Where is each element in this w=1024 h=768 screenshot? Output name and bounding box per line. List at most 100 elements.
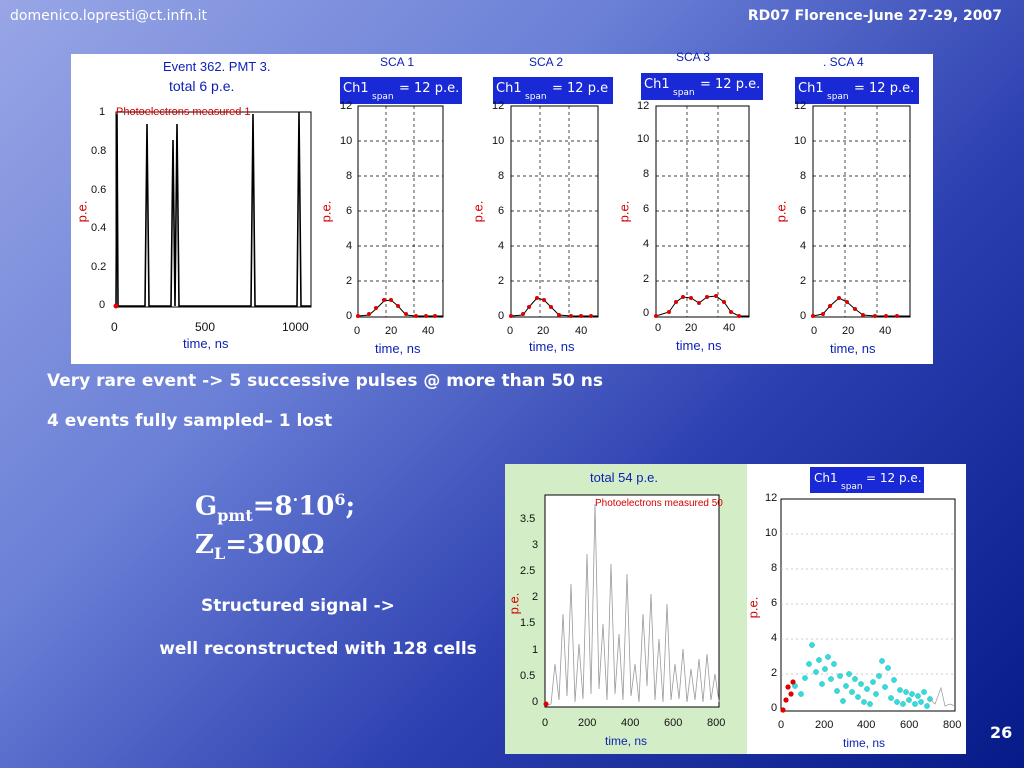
right-ytick: 8 [771,562,778,574]
sca1-ytick: 6 [346,205,353,217]
description-line-2: 4 events fully sampled– 1 lost [47,411,333,431]
sca2-ytick: 10 [492,135,505,147]
sca4-ytick: 2 [800,275,807,287]
bottom-xtick: 800 [707,717,726,729]
channel-badge: Ch1 span = 12 p.e. [640,72,764,101]
bottom-plots [543,464,966,754]
sca4-ylabel: p.e. [773,200,789,223]
bottom-xtick: 600 [664,717,683,729]
formula-g-value: =8 [252,491,293,522]
main-ytick: 0 [99,299,106,311]
right-ytick: 2 [771,667,778,679]
sca4-ytick: 10 [794,135,807,147]
sca1-xtick: 40 [422,325,435,337]
sca1-xtick: 0 [354,325,361,337]
sca3-ytick: 10 [637,133,650,145]
badge-sub: span [525,92,547,102]
sca4-xtick: 0 [811,325,818,337]
sca4-xtick: 40 [879,325,892,337]
sca2-ytick: 6 [498,205,505,217]
formula-exponent: 6 [334,490,346,509]
sca1-xtick: 20 [385,325,398,337]
sca-title: SCA 2 [529,55,564,69]
structured-signal-label: Structured signal -> [201,596,395,616]
bottom-figure: total 54 p.e. Photoelectrons measured 50… [505,464,966,754]
sca2-ytick: 4 [498,240,505,252]
impedance-formula: ZL=300Ω [195,530,324,563]
sca4-ytick: 12 [794,100,807,112]
right-xtick: 0 [778,719,785,731]
right-ytick: 10 [765,527,778,539]
main-ytick: 0.8 [91,145,107,157]
sca3-xtick: 20 [685,322,698,334]
sca2-xtick: 20 [537,325,550,337]
bottom-ytick: 1 [532,644,539,656]
channel-badge: Ch1 span = 12 p.e. [339,76,463,105]
right-ytick: 6 [771,597,778,609]
main-xtick: 500 [195,320,216,334]
sca4-ytick: 6 [800,205,807,217]
badge-sub: span [372,92,394,102]
bottom-ytick: 2 [532,591,539,603]
sca2-xlabel: time, ns [529,339,575,354]
main-ytick: 0.2 [91,261,107,273]
formula-ten: 10 [298,491,335,522]
bottom-ytick: 2.5 [520,565,536,577]
bottom-channel-badge: Ch1 span = 12 p.e. [809,466,925,494]
badge-main: Ch1 [644,77,670,92]
right-ytick: 12 [765,492,778,504]
author-email: domenico.lopresti@ct.infn.it [10,8,208,24]
sca-title: SCA 1 [380,55,415,69]
badge-main: Ch1 [798,81,824,96]
sca3-ytick: 8 [643,168,650,180]
sca1-ytick: 0 [346,310,353,322]
sca3-ytick: 12 [637,100,650,112]
main-xlabel: time, ns [183,336,229,351]
badge-main: Ch1 [814,471,838,485]
bottom-xtick: 400 [621,717,640,729]
sca3-xlabel: time, ns [676,338,722,353]
sca3-ytick: 4 [643,238,650,250]
right-xtick: 800 [943,719,962,731]
formula-z-sub: L [213,544,226,564]
right-xlabel: time, ns [843,736,886,750]
top-figure: Event 362. PMT 3. total 6 p.e. Photoelec… [71,50,933,364]
channel-badge: Ch1 span = 12 p.e [492,76,614,105]
sca4-xtick: 20 [842,325,855,337]
sca3-ylabel: p.e. [616,200,632,223]
badge-sub: span [841,482,863,492]
bottom-title: total 54 p.e. [590,470,658,485]
sca-title: . SCA 4 [823,55,864,69]
main-plot [113,111,312,309]
sca2-ytick: 8 [498,170,505,182]
main-ytick: 1 [99,106,106,118]
badge-main: Ch1 [343,81,369,96]
sca-plots [356,105,911,318]
sca4-ytick: 0 [800,310,807,322]
bottom-ytick: 3 [532,539,539,551]
sca1-ytick: 12 [340,100,353,112]
channel-badge: Ch1 span = 12 p.e. [794,76,920,105]
right-ytick: 4 [771,632,778,644]
sca3-xtick: 0 [655,322,662,334]
sca3-ytick: 2 [643,273,650,285]
main-ytick: 0.4 [91,222,107,234]
sca2-xtick: 0 [507,325,514,337]
right-xtick: 200 [815,719,834,731]
sca1-ytick: 4 [346,240,353,252]
sca1-ytick: 2 [346,275,353,287]
badge-main: Ch1 [496,81,522,96]
main-subtitle: total 6 p.e. [169,78,235,94]
sca2-ytick: 2 [498,275,505,287]
sca2-xtick: 40 [575,325,588,337]
bottom-xtick: 200 [578,717,597,729]
bottom-legend: Photoelectrons measured 50 [595,498,723,509]
bottom-xtick: 0 [542,717,549,729]
main-xtick: 0 [111,320,118,334]
right-ylabel: p.e. [745,596,761,619]
sca1-ytick: 10 [340,135,353,147]
sca2-ytick: 0 [498,310,505,322]
formula-z-value: =300Ω [225,530,325,560]
sca4-xlabel: time, ns [830,341,876,356]
formula-g: G [195,491,218,522]
